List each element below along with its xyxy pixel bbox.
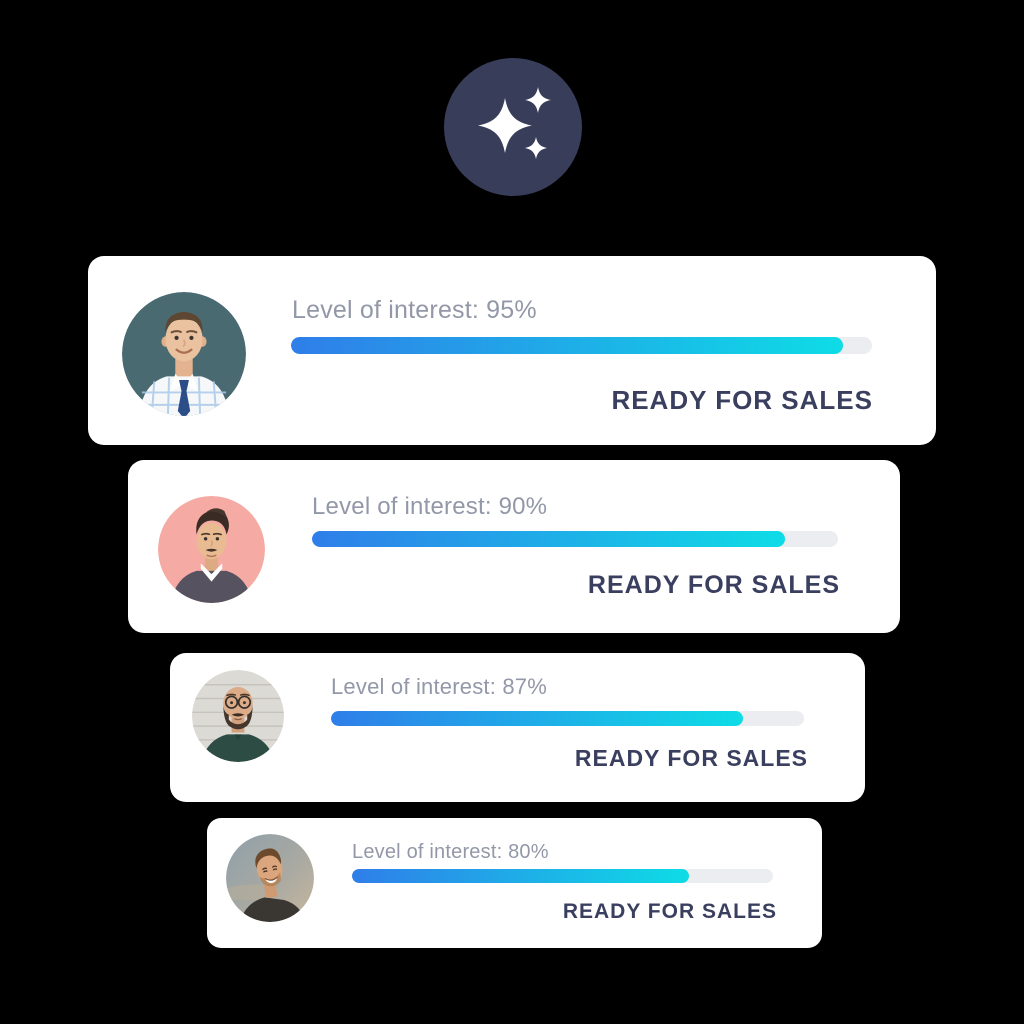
interest-progress-track (312, 531, 838, 547)
interest-progress-track (331, 711, 804, 726)
avatar-photo (192, 670, 284, 762)
lead-card: Level of interest: 87% READY FOR SALES (170, 653, 865, 802)
interest-label: Level of interest: 80% (352, 841, 549, 863)
interest-progress-fill (352, 869, 689, 883)
interest-progress-track (352, 869, 773, 883)
interest-label: Level of interest: 87% (331, 674, 547, 699)
interest-progress-track (291, 337, 872, 354)
interest-progress-fill (291, 337, 843, 354)
avatar-photo (158, 496, 265, 603)
sparkles-badge (444, 58, 582, 196)
interest-label: Level of interest: 95% (292, 296, 537, 324)
interest-progress-fill (312, 531, 786, 547)
lead-card: Level of interest: 95% READY FOR SALES (88, 256, 936, 445)
interest-progress-fill (331, 711, 743, 726)
interest-label: Level of interest: 90% (312, 493, 548, 520)
avatar-photo (122, 292, 246, 416)
status-label: READY FOR SALES (562, 900, 777, 923)
lead-card: Level of interest: 80% READY FOR SALES (207, 818, 822, 948)
avatar-photo (226, 834, 314, 922)
status-label: READY FOR SALES (587, 571, 840, 599)
lead-card: Level of interest: 90% READY FOR SALES (128, 460, 900, 633)
sparkles-icon (444, 58, 582, 196)
status-label: READY FOR SALES (574, 745, 808, 771)
status-label: READY FOR SALES (611, 385, 873, 415)
